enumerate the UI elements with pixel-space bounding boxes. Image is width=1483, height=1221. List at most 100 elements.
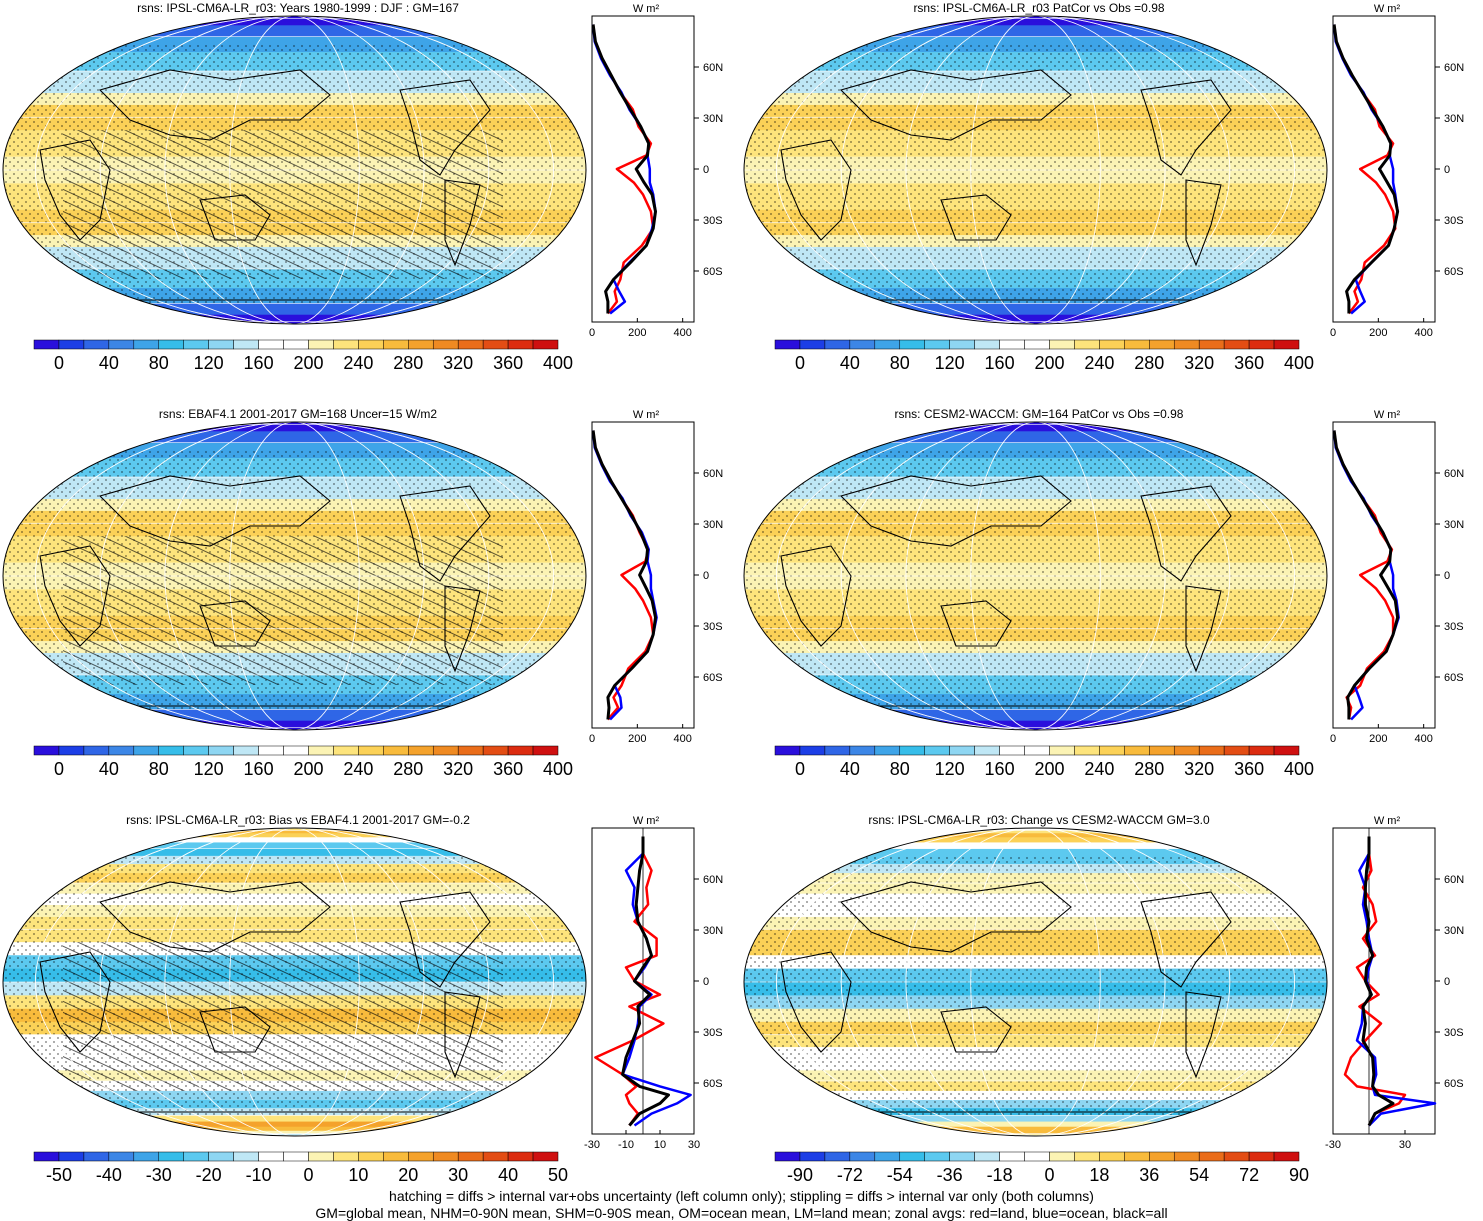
graticule-lon [840, 16, 1231, 324]
map-band [744, 25, 1327, 32]
colorbar-box [432, 745, 459, 756]
colorbar-box [999, 745, 1025, 756]
colorbar-box [308, 339, 334, 350]
colorbar-tick-label: 240 [1084, 759, 1114, 779]
map-field [3, 16, 586, 324]
coastline [780, 951, 852, 1053]
colorbar-box [33, 745, 60, 756]
zonal-line-all [1361, 836, 1395, 1127]
colorbar-box [408, 745, 434, 756]
zonal-x-label: 400 [673, 733, 691, 745]
colorbar-box [183, 745, 209, 756]
colorbar-box [1173, 1151, 1200, 1162]
hatch-overlay [63, 536, 503, 685]
colorbar-box [949, 1151, 975, 1162]
zonal-x-label: -30 [584, 1139, 600, 1151]
colorbar-tick-label: 400 [543, 759, 573, 779]
zonal-lat-label: 60N [703, 468, 723, 480]
panel-cesm2-waccm: rsns: CESM2-WACCM: GM=164 PatCor vs Obs … [741, 406, 1482, 810]
colorbar-tick-label: -90 [787, 1165, 813, 1185]
zonal-lat-label: 30S [703, 621, 723, 633]
graticule-lon [164, 422, 425, 730]
colorbar-box [408, 339, 434, 350]
colorbar-tick-label: 400 [1284, 353, 1314, 373]
colorbar-box [1099, 745, 1125, 756]
panel-ipsl-bias: rsns: IPSL-CM6A-LR_r03: Bias vs EBAF4.1 … [0, 812, 741, 1216]
zonal-lat-label: 60S [703, 672, 723, 684]
coastline [444, 991, 481, 1079]
colorbar-box [849, 1151, 876, 1162]
colorbar-box [874, 339, 901, 350]
colorbar-tick-label: 0 [54, 759, 64, 779]
zonal-lat-label: 60S [703, 266, 723, 278]
map-band [3, 1115, 586, 1123]
coastline [940, 600, 1012, 647]
zonal-lat-label: 0 [1444, 570, 1450, 582]
colorbar-tick-label: -10 [246, 1165, 272, 1185]
colorbar-box [233, 1151, 259, 1162]
coastline [1140, 485, 1232, 582]
coastline [399, 891, 491, 988]
colorbar-box [183, 1151, 209, 1162]
map-band [744, 1133, 1327, 1136]
colorbar-tick-label: 360 [1234, 759, 1264, 779]
colorbar-tick-label: 240 [343, 759, 373, 779]
colorbar-box [1198, 1151, 1225, 1162]
colorbar-box [874, 1151, 901, 1162]
colorbar-box [158, 339, 184, 350]
colorbar-tick-label: -50 [46, 1165, 72, 1185]
colorbar-box [899, 745, 925, 756]
zonal-x-label: 200 [628, 327, 646, 339]
map-band [3, 431, 586, 438]
colorbar-box [1173, 339, 1200, 350]
map-band [3, 727, 586, 730]
colorbar-box [408, 1151, 434, 1162]
colorbar-box [233, 745, 259, 756]
colorbar-box [1198, 339, 1225, 350]
colorbar-tick-label: 240 [343, 353, 373, 373]
colorbar-box [999, 339, 1025, 350]
map-border [2, 15, 587, 325]
map-band [3, 715, 586, 722]
map-title: rsns: IPSL-CM6A-LR_r03 PatCor vs Obs =0.… [913, 1, 1164, 15]
graticule-lon [840, 422, 1231, 730]
colorbar-tick-label: 200 [293, 759, 323, 779]
colorbar-tick-label: 80 [890, 353, 910, 373]
graticule-lon [229, 828, 360, 1136]
graticule-lon [970, 422, 1101, 730]
coastline [39, 545, 111, 647]
zonal-x-label: 0 [589, 733, 595, 745]
zonal-x-label: 10 [654, 1139, 666, 1151]
colorbar-box [774, 1151, 801, 1162]
graticule-lon [775, 828, 1296, 1136]
colorbar-tick-label: 72 [1239, 1165, 1259, 1185]
colorbar-box [774, 745, 801, 756]
colorbar-box [133, 745, 160, 756]
map-band [3, 321, 586, 324]
map-band [744, 833, 1327, 838]
map-band [3, 16, 586, 19]
map-band [744, 1130, 1327, 1135]
zonal-lat-label: 0 [703, 570, 709, 582]
colorbar-box [899, 339, 925, 350]
coastline [839, 69, 1072, 141]
map-band [744, 30, 1327, 38]
colorbar-box [432, 339, 459, 350]
zonal-lat-label: 60N [703, 62, 723, 74]
colorbar-box [949, 745, 975, 756]
zonal-lat-label: 30S [1444, 621, 1464, 633]
colorbar-tick-label: 320 [443, 759, 473, 779]
zonal-lat-label: 60N [1444, 874, 1464, 886]
zonal-lat-label: 60N [703, 874, 723, 886]
map-band [3, 318, 586, 323]
graticule-lon [164, 828, 425, 1136]
colorbar-box [258, 339, 284, 350]
zonal-lat-label: 0 [703, 976, 709, 988]
colorbar-box [283, 1151, 309, 1162]
colorbar-box [949, 339, 975, 350]
colorbar-box [1049, 745, 1075, 756]
map-band [3, 18, 586, 22]
colorbar-box [1273, 745, 1300, 756]
map-band [3, 828, 586, 831]
zonal-lat-label: 30N [703, 519, 723, 531]
